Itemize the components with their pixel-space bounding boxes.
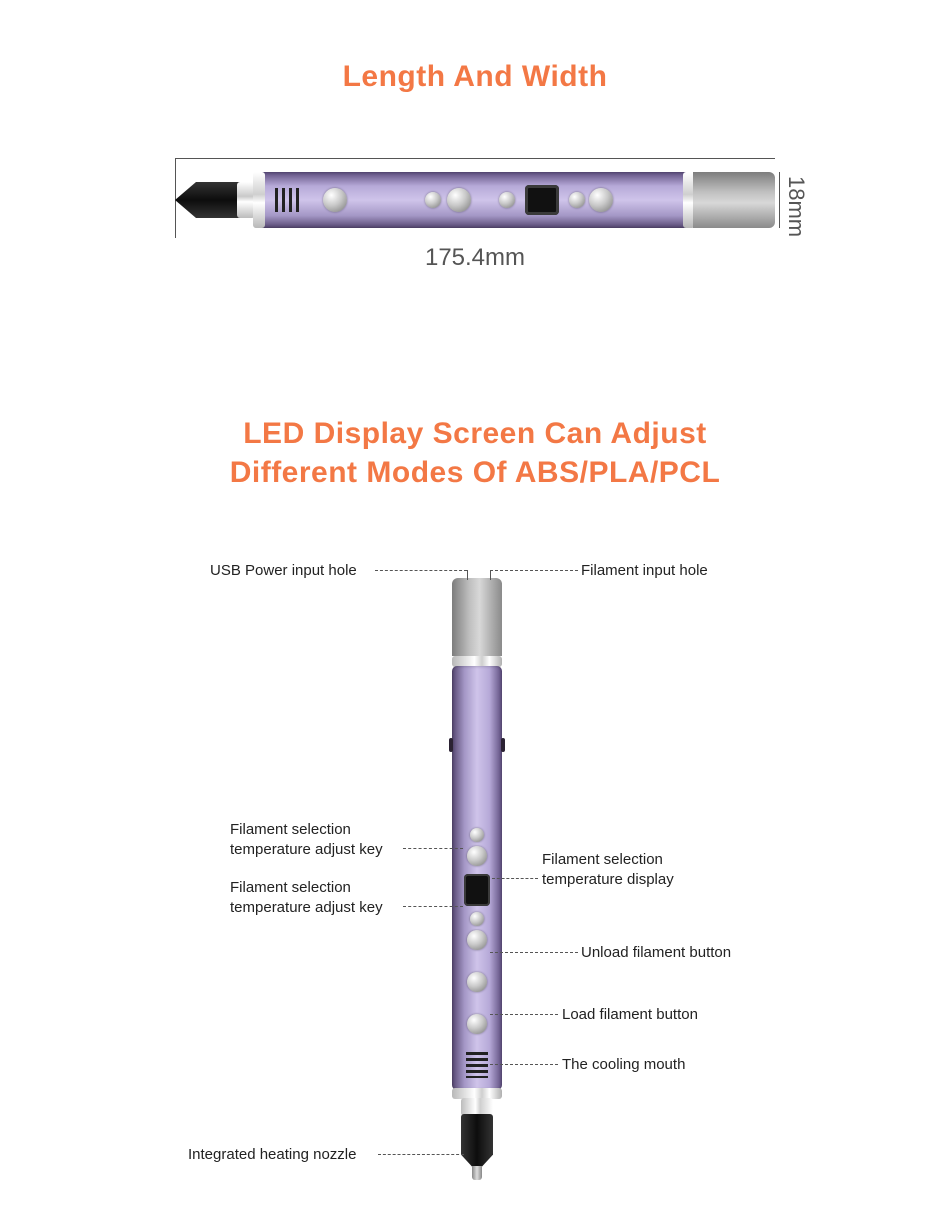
leader-line	[490, 570, 578, 571]
pen-ring-left	[253, 172, 265, 228]
lcd-screen-icon	[525, 185, 559, 215]
leader-line	[490, 1014, 558, 1015]
leader-line	[467, 570, 468, 580]
annotated-diagram: USB Power input hole Filament input hole…	[0, 548, 950, 1228]
pen-clip	[449, 738, 453, 752]
length-label: 175.4mm	[175, 244, 775, 272]
load-button	[467, 1014, 487, 1034]
title-line1: LED Display Screen Can Adjust	[243, 417, 707, 450]
section1-title: Length And Width	[0, 60, 950, 94]
pen-button-small	[425, 192, 441, 208]
pen-horizontal	[175, 172, 775, 228]
pen-button	[447, 188, 471, 212]
leader-line	[403, 848, 463, 849]
dimension-diagram: 175.4mm 18mm	[175, 158, 775, 288]
pen-neck	[461, 1098, 493, 1116]
pen-tip	[175, 182, 245, 218]
text: temperature adjust key	[230, 841, 383, 858]
leader-line	[403, 906, 463, 907]
callout-adjust-key-2: Filament selection temperature adjust ke…	[230, 878, 383, 917]
pen-button	[589, 188, 613, 212]
pen-body	[253, 172, 693, 228]
leader-line	[378, 1154, 464, 1155]
text: temperature adjust key	[230, 899, 383, 916]
leader-line	[490, 570, 491, 580]
pen-cap	[452, 578, 502, 656]
adjust-down-button	[467, 930, 487, 950]
pen-button	[323, 188, 347, 212]
callout-temp-display: Filament selection temperature display	[542, 850, 674, 889]
text: Filament selection	[230, 821, 351, 838]
text: Filament selection	[542, 851, 663, 868]
callout-adjust-key-1: Filament selection temperature adjust ke…	[230, 820, 383, 859]
pen-button-small	[499, 192, 515, 208]
callout-unload: Unload filament button	[581, 943, 731, 963]
section2-title: LED Display Screen Can Adjust Different …	[0, 414, 950, 492]
callout-cooling: The cooling mouth	[562, 1055, 685, 1075]
cooling-grill-icon	[466, 1052, 488, 1078]
pen-button-small	[470, 828, 484, 842]
text: Filament selection	[230, 879, 351, 896]
pen-nozzle	[472, 1166, 482, 1180]
adjust-up-button	[467, 846, 487, 866]
title-line2: Different Modes Of ABS/PLA/PCL	[230, 456, 721, 489]
callout-load: Load filament button	[562, 1005, 698, 1025]
unload-button	[467, 972, 487, 992]
pen-tip	[461, 1114, 493, 1172]
pen-cap	[693, 172, 775, 228]
pen-button-small	[569, 192, 585, 208]
leader-line	[375, 570, 467, 571]
lcd-screen-icon	[464, 874, 490, 906]
pen-button-small	[470, 912, 484, 926]
pen-clip	[501, 738, 505, 752]
leader-line	[490, 1064, 558, 1065]
text: temperature display	[542, 871, 674, 888]
width-label: 18mm	[783, 176, 809, 237]
cooling-grill-icon	[275, 188, 303, 212]
callout-usb: USB Power input hole	[210, 561, 357, 581]
width-dimension-line	[779, 172, 780, 228]
callout-filament-in: Filament input hole	[581, 561, 708, 581]
leader-line	[492, 878, 538, 879]
callout-nozzle: Integrated heating nozzle	[188, 1145, 356, 1165]
leader-line	[490, 952, 578, 953]
